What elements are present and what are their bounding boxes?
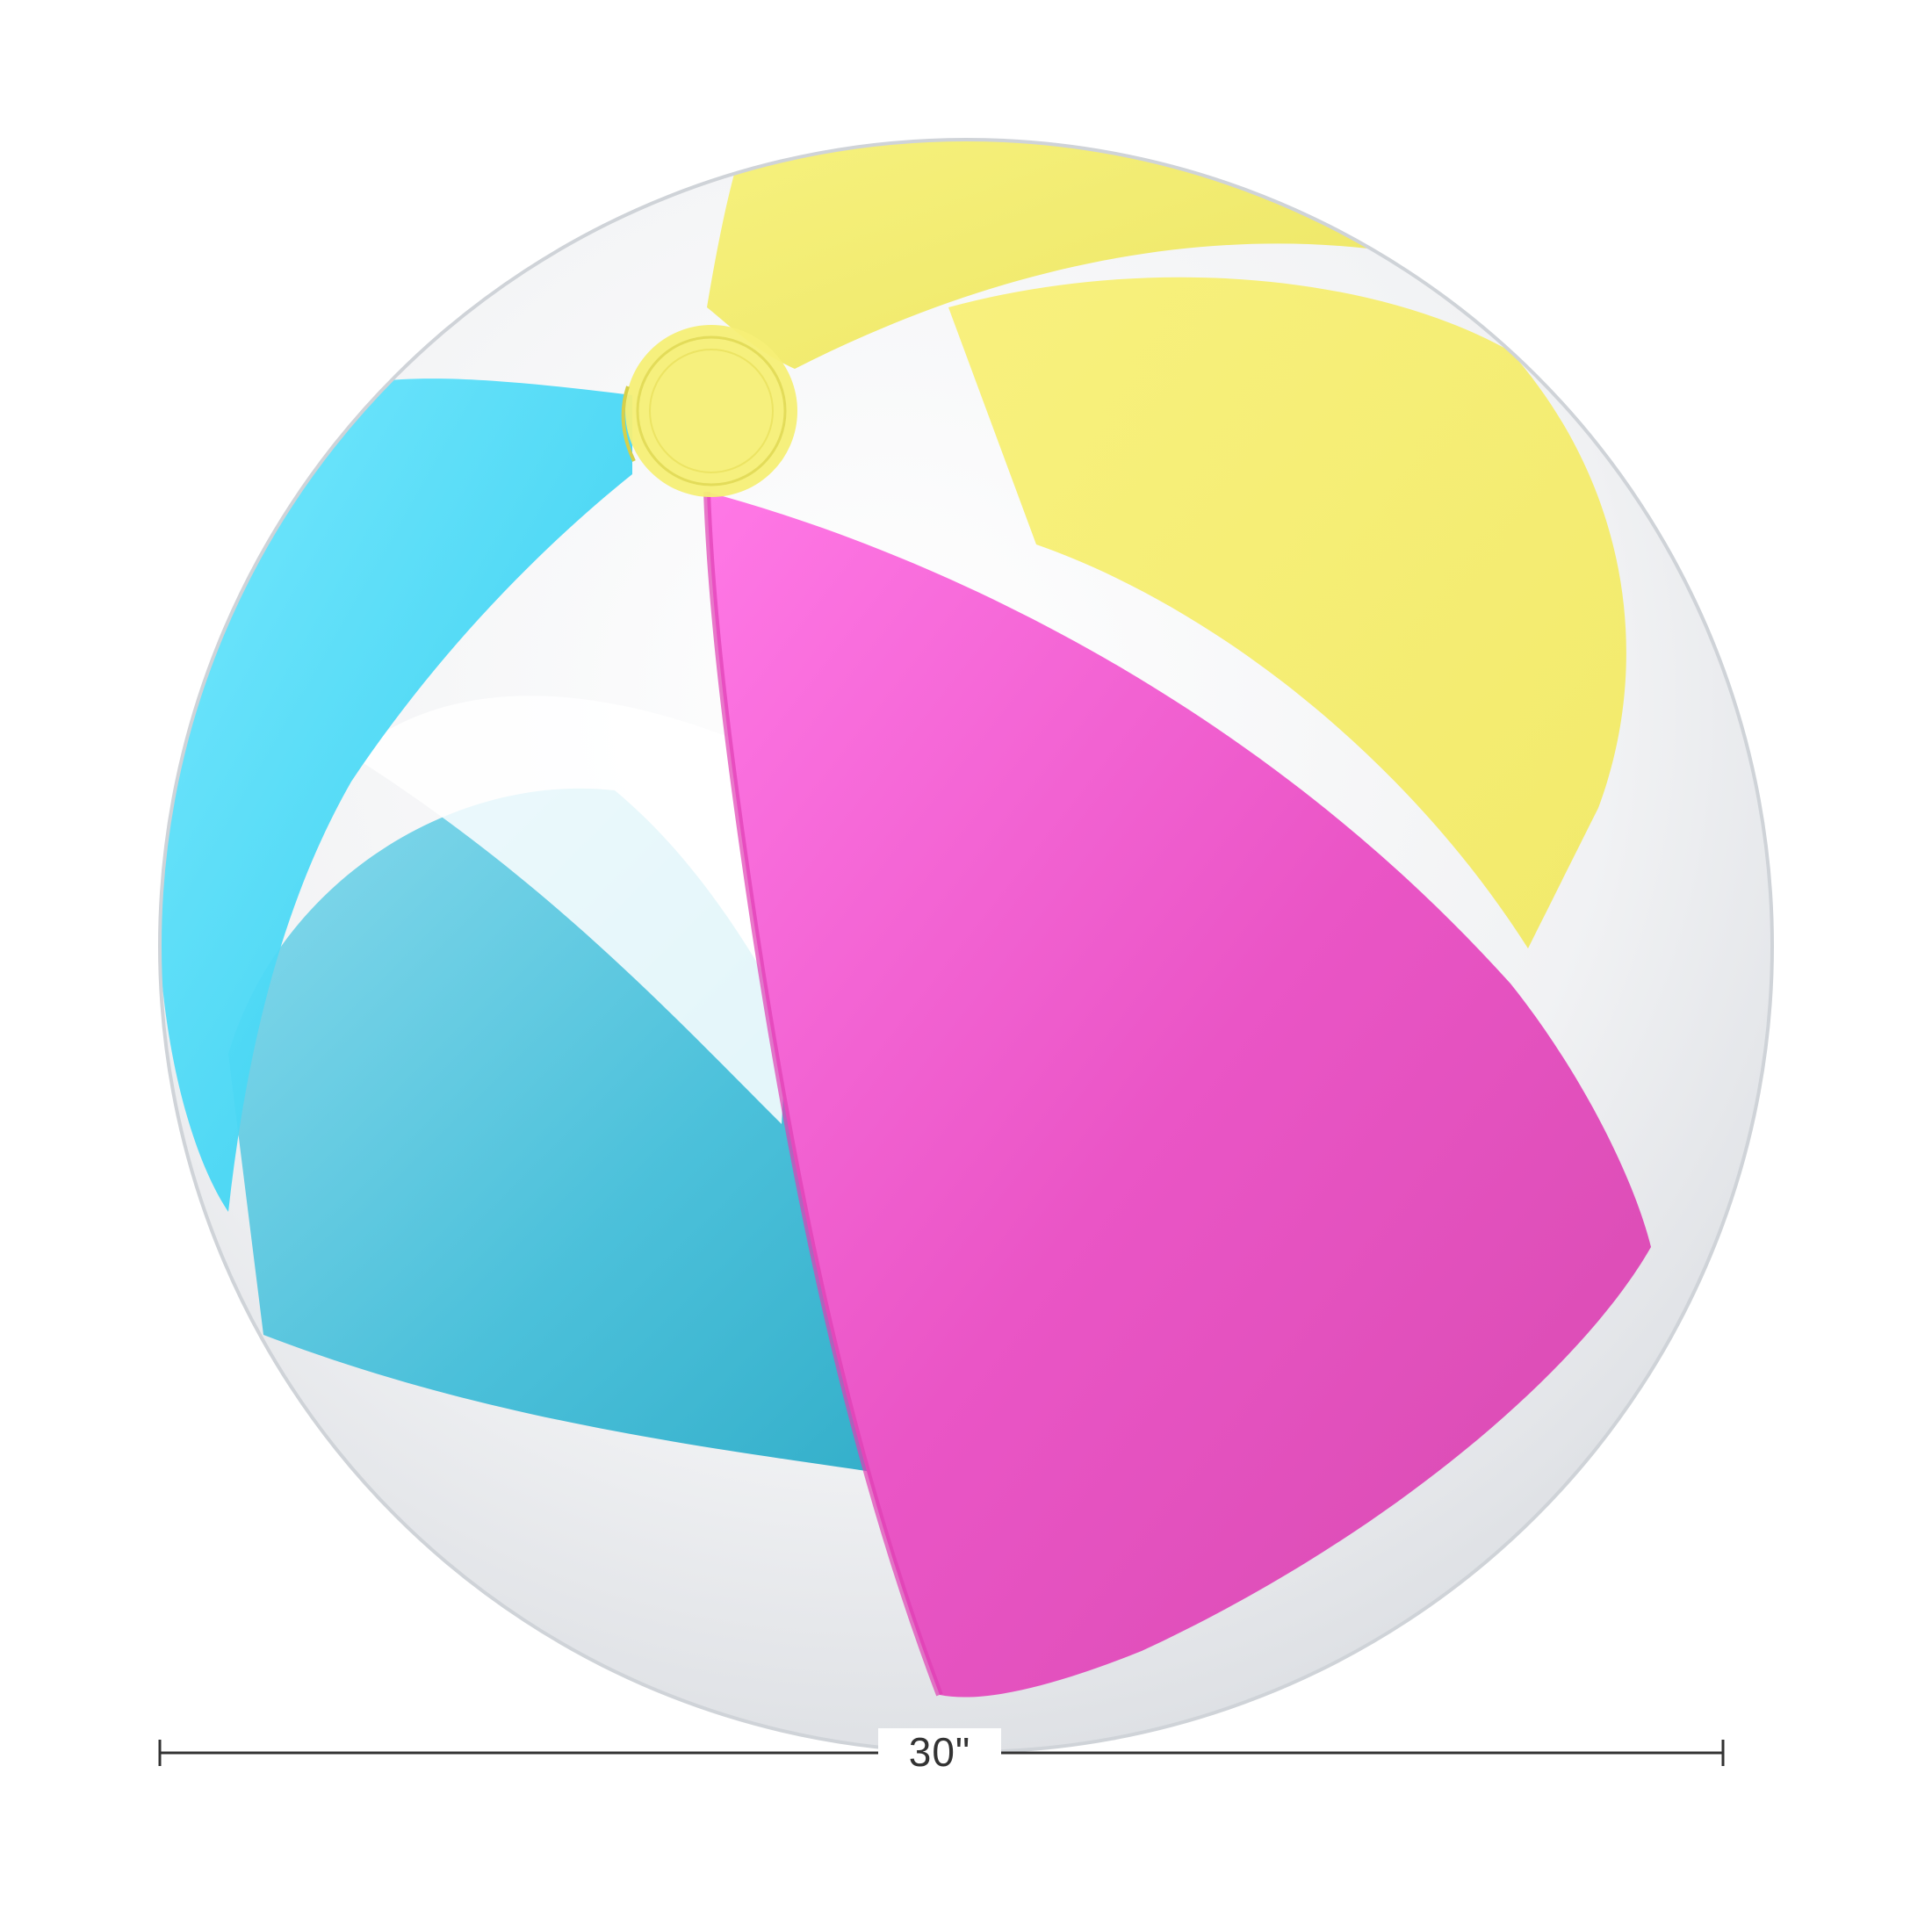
dimension-line <box>158 1740 1725 1766</box>
dimension-label: 30" <box>878 1728 1001 1776</box>
yellow-panel-back <box>948 277 1626 948</box>
clear-highlight <box>351 696 788 1124</box>
cyan-panel-front <box>160 378 632 1212</box>
valve-cap <box>621 325 797 497</box>
pink-panel-edge <box>703 491 943 1697</box>
pink-panel-front <box>707 492 1651 1698</box>
